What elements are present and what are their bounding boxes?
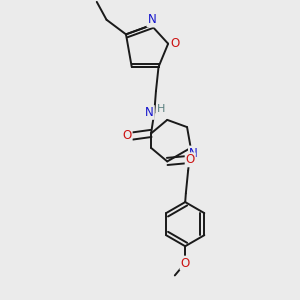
Text: O: O (122, 129, 132, 142)
Text: O: O (181, 256, 190, 270)
Text: N: N (145, 106, 154, 119)
Text: H: H (157, 104, 166, 114)
Text: O: O (170, 37, 179, 50)
Text: O: O (186, 153, 195, 166)
Text: N: N (189, 147, 198, 160)
Text: N: N (148, 14, 156, 26)
